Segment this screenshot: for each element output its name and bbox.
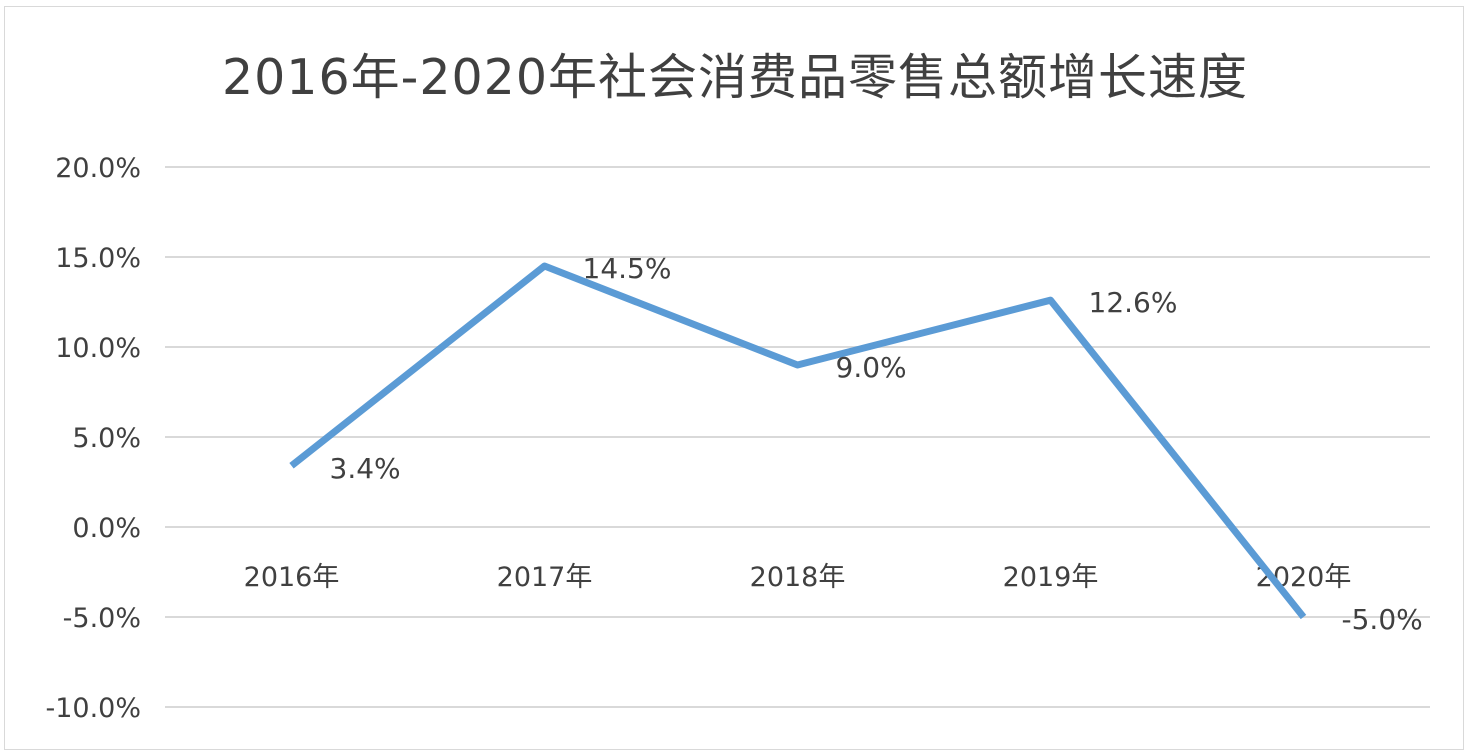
y-tick-label: 20.0% (55, 153, 141, 184)
gridlines (165, 166, 1430, 708)
data-label: 14.5% (583, 252, 672, 285)
y-tick-label: 15.0% (55, 243, 141, 274)
y-tick-label: 0.0% (72, 513, 141, 544)
x-tick-label: 2019年 (1003, 562, 1099, 593)
data-labels: 3.4% 14.5% 9.0% 12.6% -5.0% (330, 252, 1423, 636)
y-tick-label: 5.0% (72, 423, 141, 454)
y-axis: 20.0% 15.0% 10.0% 5.0% 0.0% -5.0% -10.0% (45, 153, 141, 724)
data-label: -5.0% (1342, 603, 1423, 636)
x-tick-label: 2016年 (244, 562, 340, 593)
data-label: 9.0% (836, 351, 907, 384)
x-tick-label: 2018年 (750, 562, 846, 593)
chart-frame (4, 6, 1464, 750)
series-line (289, 262, 1307, 620)
data-label: 12.6% (1089, 286, 1178, 319)
chart-title: 2016年-2020年社会消费品零售总额增长速度 (221, 49, 1249, 106)
y-tick-label: -10.0% (45, 693, 141, 724)
series-line-path (289, 262, 1307, 620)
y-tick-label: -5.0% (63, 603, 141, 634)
x-tick-label: 2017年 (497, 562, 593, 593)
y-tick-label: 10.0% (55, 333, 141, 364)
x-axis: 2016年 2017年 2018年 2019年 2020年 (244, 562, 1352, 593)
data-label: 3.4% (330, 452, 401, 485)
